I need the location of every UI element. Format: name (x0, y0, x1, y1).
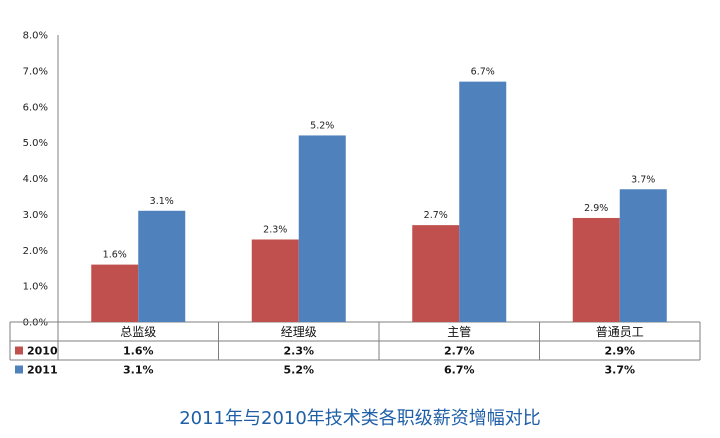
bar-2010-3 (572, 217, 620, 322)
legend-label-2010: 2010 (27, 345, 58, 358)
data-label-2011: 3.1% (150, 196, 174, 207)
table-cell: 2.9% (604, 345, 635, 358)
bar-2011-0 (138, 210, 186, 322)
y-tick-label: 4.0% (23, 174, 48, 185)
y-tick-label: 1.0% (23, 282, 48, 293)
bar-2010-1 (251, 239, 299, 322)
bar-chart: 0.0% 1.0% 2.0% 3.0% 4.0% 5.0% 6.0% 7.0% 8.0% 1.6%… (9, 31, 701, 377)
table-cell: 6.7% (444, 364, 475, 377)
table-cell: 3.1% (123, 364, 154, 377)
bar-2011-2 (459, 81, 507, 322)
data-label-2011: 5.2% (310, 120, 334, 131)
y-tick-label: 0.0% (23, 318, 48, 329)
legend-label-2011: 2011 (27, 364, 58, 377)
category-label: 普通员工 (596, 325, 644, 339)
data-label-2011: 6.7% (471, 67, 495, 78)
category-label: 经理级 (281, 325, 317, 339)
table-cell: 2.3% (283, 345, 314, 358)
y-tick-label: 2.0% (23, 246, 48, 257)
table-cell: 3.7% (604, 364, 635, 377)
category-label: 总监级 (120, 325, 156, 339)
table-cell: 1.6% (123, 345, 154, 358)
data-label-2010: 1.6% (103, 250, 127, 261)
data-label-2011: 3.7% (631, 174, 655, 185)
bar-2010-2 (412, 225, 460, 322)
data-label-2010: 2.9% (584, 203, 608, 214)
table-cell: 2.7% (444, 345, 475, 358)
y-tick-label: 3.0% (23, 210, 48, 221)
y-tick-label: 8.0% (23, 31, 48, 42)
legend-swatch-2011 (15, 365, 23, 374)
legend-swatch-2010 (15, 346, 23, 355)
bar-2010-0 (91, 264, 139, 322)
bar-2011-3 (619, 189, 667, 322)
data-label-2010: 2.7% (424, 210, 448, 221)
y-tick-label: 7.0% (23, 66, 48, 77)
y-tick-label: 5.0% (23, 138, 48, 149)
table-cell: 5.2% (283, 364, 314, 377)
y-tick-label: 6.0% (23, 102, 48, 113)
category-label: 主管 (447, 324, 471, 339)
bar-2011-1 (298, 135, 346, 322)
data-label-2010: 2.3% (263, 224, 287, 235)
chart-title: 2011年与2010年技术类各职级薪资增幅对比 (179, 408, 541, 429)
